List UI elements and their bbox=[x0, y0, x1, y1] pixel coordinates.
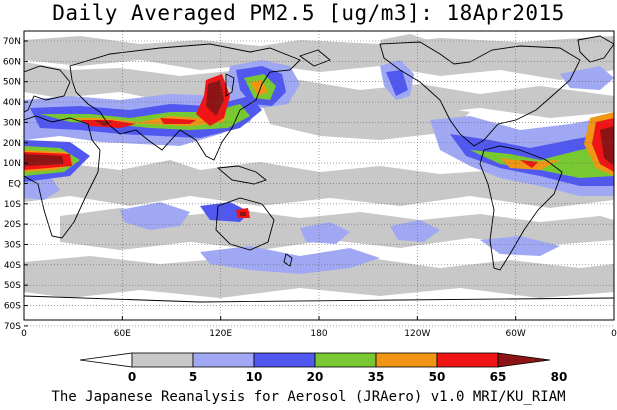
latitude-label: 70N bbox=[3, 37, 21, 47]
longitude-label: 60W bbox=[505, 329, 525, 339]
latitude-label: 30S bbox=[4, 241, 21, 251]
latitude-label: 40N bbox=[3, 98, 21, 108]
latitude-label: 10N bbox=[3, 159, 21, 169]
colorbar-segment bbox=[314, 352, 377, 368]
latitude-label: 60N bbox=[3, 57, 21, 67]
colorbar-segment bbox=[192, 352, 255, 368]
latitude-label: 10S bbox=[4, 200, 21, 210]
latitude-label: 60S bbox=[4, 302, 21, 312]
colorbar-label: 0 bbox=[128, 370, 136, 384]
colorbar-label: 65 bbox=[490, 370, 507, 384]
longitude-label: 60E bbox=[114, 329, 131, 339]
latitude-label: 40S bbox=[4, 261, 21, 271]
map-title: Daily Averaged PM2.5 [ug/m3]: 18Apr2015 bbox=[52, 1, 565, 25]
colorbar-segment bbox=[79, 352, 133, 368]
latitude-label: 50S bbox=[4, 281, 21, 291]
graticule bbox=[24, 31, 614, 327]
latitude-label: 30N bbox=[3, 118, 21, 128]
colorbar-label: 20 bbox=[307, 370, 324, 384]
longitude-label: 120E bbox=[209, 329, 232, 339]
longitude-label: 0 bbox=[21, 329, 27, 339]
colorbar-segment bbox=[436, 352, 499, 368]
latitude-label: EQ bbox=[8, 179, 21, 189]
longitude-label: 0 bbox=[611, 329, 617, 339]
latitude-label: 50N bbox=[3, 78, 21, 88]
footer-credit: The Japanese Reanalysis for Aerosol (JRA… bbox=[51, 389, 566, 405]
latitude-label: 20N bbox=[3, 139, 21, 149]
colorbar-segment bbox=[375, 352, 438, 368]
longitude-label: 180 bbox=[310, 329, 327, 339]
coastlines bbox=[24, 35, 614, 303]
colorbar-label: 5 bbox=[189, 370, 197, 384]
colorbar: 0 5 10 20 35 50 65 80 bbox=[79, 352, 568, 384]
longitude-labels: 0 60E 120E 180 120W 60W 0 bbox=[21, 316, 617, 339]
colorbar-segment bbox=[131, 352, 194, 368]
latitude-labels: 70N 60N 50N 40N 30N 20N 10N EQ 10S 20S 30S 40S 50S 60… bbox=[3, 37, 28, 332]
colorbar-label: 50 bbox=[429, 370, 446, 384]
latitude-label: 20S bbox=[4, 220, 21, 230]
colorbar-label: 35 bbox=[368, 370, 385, 384]
longitude-label: 120W bbox=[404, 329, 430, 339]
latitude-label: 70S bbox=[4, 322, 21, 332]
colorbar-label: 80 bbox=[551, 370, 568, 384]
colorbar-segment bbox=[253, 352, 316, 368]
colorbar-segment bbox=[497, 352, 551, 368]
colorbar-label: 10 bbox=[246, 370, 263, 384]
